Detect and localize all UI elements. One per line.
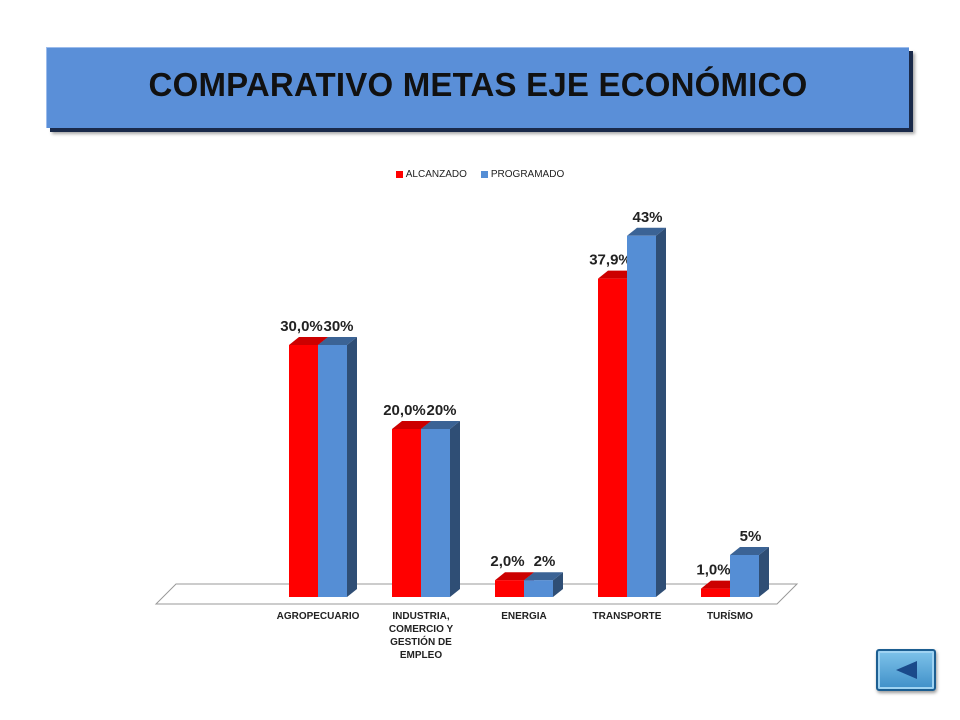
bar-programado-4: [730, 555, 759, 597]
data-label-programado-0: 30%: [323, 318, 353, 335]
bar-side-programado-0: [347, 337, 357, 597]
data-label-programado-3: 43%: [632, 209, 662, 226]
category-label-0: AGROPECUARIO: [277, 611, 360, 622]
data-label-alcanzado-3: 37,9%: [589, 252, 632, 269]
data-label-programado-1: 20%: [426, 402, 456, 419]
back-button[interactable]: [876, 649, 936, 691]
legend-label-alcanzado: ALCANZADO: [405, 169, 467, 180]
legend-swatch-alcanzado: [395, 171, 403, 178]
bar-top-alcanzado-1: [392, 421, 431, 429]
chart-floor: [154, 583, 799, 605]
back-arrow-icon: [896, 661, 917, 679]
legend-item-programado: PROGRAMADO: [480, 169, 565, 180]
bar-side-programado-2: [553, 572, 563, 597]
legend-item-alcanzado: ALCANZADO: [395, 169, 467, 180]
category-label-1-line-3: EMPLEO: [400, 650, 442, 661]
legend-swatch-programado: [480, 171, 488, 178]
bar-top-programado-2: [524, 572, 563, 581]
category-label-1-line-0: INDUSTRIA,: [392, 611, 449, 622]
bar-top-programado-4: [730, 547, 769, 555]
bar-alcanzado-1: [392, 429, 421, 597]
bar-programado-0: [318, 345, 347, 597]
data-label-alcanzado-1: 20,0%: [383, 402, 426, 419]
data-label-alcanzado-0: 30,0%: [280, 318, 323, 335]
bar-alcanzado-4: [701, 588, 730, 597]
bar-top-programado-0: [318, 337, 357, 345]
bar-alcanzado-0: [289, 345, 318, 597]
bar-programado-2: [524, 580, 553, 597]
bar-side-programado-3: [656, 227, 666, 598]
data-label-programado-2: 2%: [534, 553, 556, 570]
title-banner: COMPARATIVO METAS EJE ECONÓMICO: [46, 47, 909, 128]
category-label-2: ENERGIA: [501, 611, 547, 622]
legend-label-programado: PROGRAMADO: [490, 169, 565, 180]
data-label-alcanzado-2: 2,0%: [490, 553, 524, 570]
category-label-4: TURÍSMO: [707, 609, 753, 622]
bar-top-alcanzado-2: [495, 572, 534, 581]
bar-top-programado-1: [421, 421, 460, 429]
bar-top-alcanzado-0: [289, 337, 328, 345]
category-label-1-line-1: COMERCIO Y: [389, 624, 454, 635]
bar-programado-3: [627, 235, 656, 598]
bar-programado-1: [421, 429, 450, 597]
bar-side-programado-1: [450, 421, 460, 597]
category-label-1-line-2: GESTIÓN DE: [390, 635, 452, 648]
category-label-3: TRANSPORTE: [593, 611, 662, 622]
data-label-programado-4: 5%: [740, 528, 762, 545]
page-title: COMPARATIVO METAS EJE ECONÓMICO: [148, 66, 808, 103]
chart-legend: ALCANZADO PROGRAMADO: [0, 169, 960, 180]
bar-side-programado-4: [759, 547, 769, 597]
bar-top-programado-3: [627, 227, 666, 236]
data-label-alcanzado-4: 1,0%: [696, 562, 730, 579]
bar-alcanzado-3: [598, 278, 627, 597]
bar-alcanzado-2: [495, 580, 524, 597]
